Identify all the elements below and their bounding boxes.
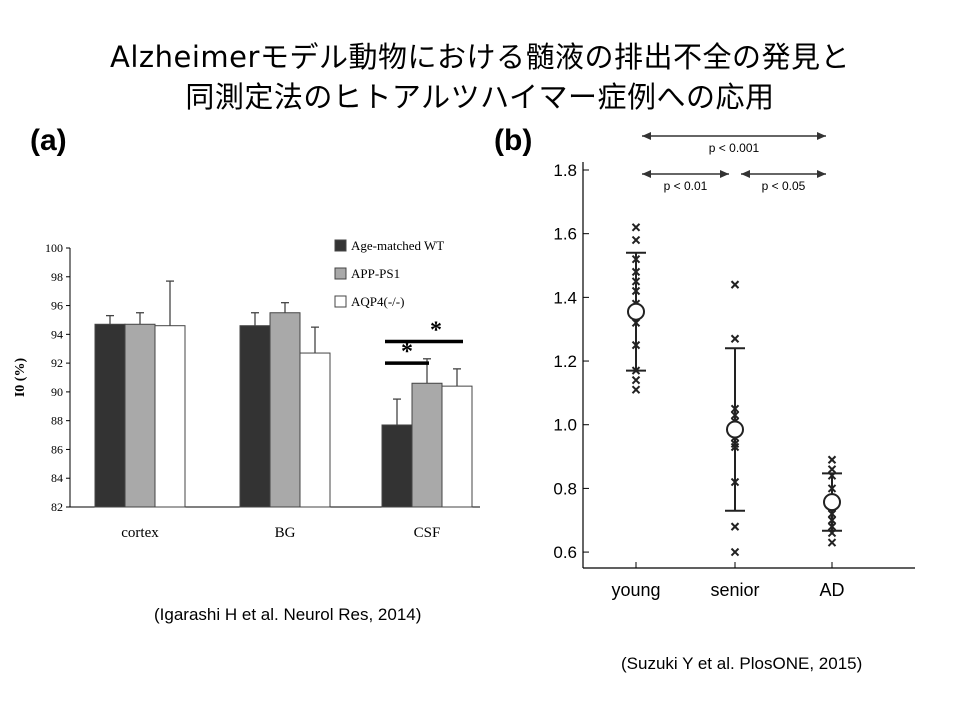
x-category-label: cortex bbox=[121, 525, 159, 541]
x-category-label: BG bbox=[275, 525, 296, 541]
x-category-label: CSF bbox=[414, 525, 441, 541]
y-tick-label: 86 bbox=[51, 442, 63, 456]
comparison-arrow-head bbox=[720, 170, 729, 178]
data-point-stroke bbox=[827, 465, 837, 474]
data-point bbox=[827, 465, 837, 474]
data-point bbox=[827, 455, 837, 464]
data-point-stroke bbox=[730, 547, 740, 557]
data-point bbox=[631, 385, 641, 394]
bar bbox=[124, 323, 156, 508]
bar bbox=[154, 325, 186, 508]
bar bbox=[239, 325, 271, 508]
mean-marker bbox=[627, 302, 645, 321]
significance-marker: * bbox=[430, 318, 442, 344]
x-category-label: young bbox=[611, 580, 660, 600]
panel-a-label: (a) bbox=[30, 124, 67, 157]
bar bbox=[381, 424, 413, 508]
y-tick-label: 1.6 bbox=[553, 225, 577, 244]
data-point bbox=[631, 375, 641, 385]
x-category-label: senior bbox=[710, 580, 759, 600]
comparison-arrow-head bbox=[741, 170, 750, 178]
data-point bbox=[827, 538, 837, 547]
comparison-arrow-head bbox=[817, 132, 826, 140]
y-tick-label: 1.2 bbox=[553, 352, 577, 371]
y-tick-label: 96 bbox=[51, 299, 63, 313]
legend-label: AQP4(-/-) bbox=[351, 294, 404, 309]
y-tick-label: 1.4 bbox=[553, 288, 577, 307]
y-axis-label: I0 (%) bbox=[13, 358, 28, 398]
y-tick-label: 0.8 bbox=[553, 479, 577, 498]
slide-title-line1: Alzheimerモデル動物における髄液の排出不全の発見と bbox=[110, 40, 850, 74]
data-point-stroke bbox=[631, 235, 641, 245]
data-point bbox=[730, 547, 740, 557]
y-tick-label: 94 bbox=[51, 327, 63, 341]
y-tick-label: 0.6 bbox=[553, 543, 577, 562]
bar-chart-panel-a: 82 84 86 88 90 92 94 96 98 100 I0 (%) cortex BG CSF * *… bbox=[13, 238, 480, 541]
comparison-arrow-head bbox=[642, 132, 651, 140]
y-tick-label: 1.0 bbox=[553, 416, 577, 435]
citation-b: (Suzuki Y et al. PlosONE, 2015) bbox=[621, 654, 863, 673]
legend-label: Age-matched WT bbox=[351, 238, 444, 253]
data-point bbox=[730, 280, 740, 289]
data-point-stroke bbox=[631, 223, 641, 232]
y-tick-label: 100 bbox=[45, 241, 63, 255]
scatter-chart-panel-b: 0.6 0.8 1.0 1.2 1.4 1.6 1.8 young senior AD p < 0.… bbox=[553, 132, 915, 600]
comparison-arrow bbox=[642, 132, 826, 140]
legend-swatch bbox=[334, 295, 347, 308]
comparison-arrow-head bbox=[817, 170, 826, 178]
y-tick-label: 98 bbox=[51, 270, 63, 284]
data-point bbox=[730, 522, 740, 531]
y-tick-label: 88 bbox=[51, 414, 63, 428]
panel-b-label: (b) bbox=[494, 124, 533, 157]
bar bbox=[94, 323, 126, 508]
comparison-label: p < 0.001 bbox=[709, 141, 760, 155]
comparison-label: p < 0.05 bbox=[762, 179, 806, 193]
bar bbox=[441, 385, 473, 508]
bar bbox=[411, 382, 443, 508]
data-point-stroke bbox=[827, 455, 837, 464]
slide-title-line2: 同測定法のヒトアルツハイマー症例への応用 bbox=[185, 80, 775, 114]
y-tick-label: 92 bbox=[51, 356, 63, 370]
y-tick-label: 84 bbox=[51, 471, 63, 485]
bar bbox=[269, 312, 301, 508]
comparison-arrow bbox=[642, 170, 729, 178]
bar bbox=[299, 352, 331, 508]
legend-label: APP-PS1 bbox=[351, 266, 400, 281]
mean-marker bbox=[726, 420, 744, 439]
mean-marker bbox=[823, 493, 841, 512]
data-point-stroke bbox=[730, 280, 740, 289]
legend-swatch bbox=[334, 239, 347, 252]
significance-marker: * bbox=[401, 339, 413, 365]
y-tick-label: 90 bbox=[51, 385, 63, 399]
data-point bbox=[730, 334, 740, 343]
comparison-label: p < 0.01 bbox=[664, 179, 708, 193]
comparison-arrow bbox=[741, 170, 826, 178]
y-tick-label: 1.8 bbox=[553, 161, 577, 180]
data-point bbox=[631, 235, 641, 245]
y-tick-label: 82 bbox=[51, 500, 63, 514]
data-point-stroke bbox=[827, 538, 837, 547]
data-point bbox=[631, 223, 641, 232]
x-category-label: AD bbox=[819, 580, 844, 600]
data-point-stroke bbox=[730, 334, 740, 343]
data-point-stroke bbox=[631, 385, 641, 394]
citation-a: (Igarashi H et al. Neurol Res, 2014) bbox=[154, 605, 422, 624]
comparison-arrow-head bbox=[642, 170, 651, 178]
legend-swatch bbox=[334, 267, 347, 280]
data-point-stroke bbox=[631, 375, 641, 385]
data-point-stroke bbox=[730, 522, 740, 531]
